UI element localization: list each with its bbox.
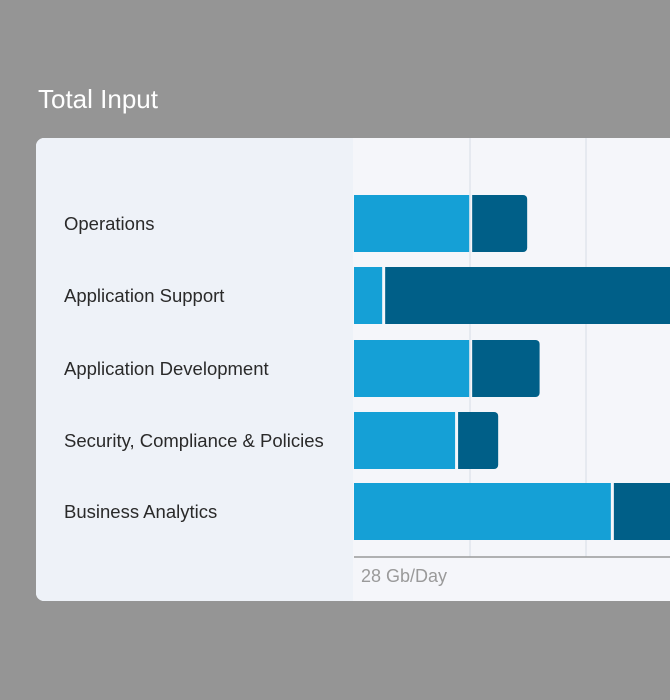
plot-area xyxy=(354,138,670,558)
chart-title: Total Input xyxy=(38,84,158,114)
category-labels: Operations Application Support Applicati… xyxy=(36,138,353,601)
bar-segment xyxy=(354,267,383,324)
bar-segment xyxy=(354,195,470,252)
bar-segment xyxy=(354,412,456,469)
bar-segment xyxy=(354,483,611,540)
bar-segment xyxy=(354,340,470,397)
bar-segment xyxy=(613,483,670,540)
category-label: Operations xyxy=(64,213,155,234)
bar-segment xyxy=(385,267,670,324)
category-label: Business Analytics xyxy=(64,501,218,522)
bar-segment xyxy=(458,412,499,469)
bar-segment xyxy=(472,195,528,252)
x-axis-label: 28 Gb/Day xyxy=(361,566,448,586)
category-label: Application Support xyxy=(64,285,225,306)
bar-segment xyxy=(472,340,540,397)
chart-card: Operations Application Support Applicati… xyxy=(36,138,670,601)
category-label: Application Development xyxy=(64,358,269,379)
category-label: Security, Compliance & Policies xyxy=(64,430,324,451)
